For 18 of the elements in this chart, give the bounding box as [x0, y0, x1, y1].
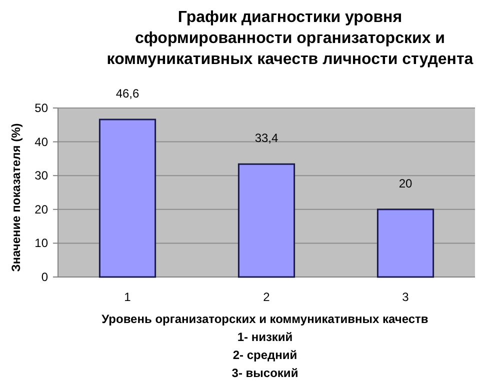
- bar: [98, 118, 156, 278]
- y-tick-label: 10: [34, 236, 48, 250]
- bar: [238, 163, 296, 278]
- y-tick-label: 30: [34, 168, 48, 183]
- chart-title: График диагностики уровня сформированности организаторских и коммуникативных качеств личности студента: [106, 9, 474, 68]
- data-label: 20: [398, 176, 412, 190]
- data-label: 33,4: [254, 131, 278, 146]
- x-tick-label: 1: [124, 290, 132, 304]
- y-tick-label: 50: [34, 101, 48, 115]
- y-tick-label: 40: [34, 134, 48, 149]
- x-tick-label: 2: [263, 290, 270, 304]
- x-axis-title: Уровень организаторских и коммуникативных качеств 1- низкий 2- средний 3- высокий: [102, 312, 428, 380]
- data-label: 46,6: [116, 86, 140, 100]
- y-axis-title: Значение показателя (%): [9, 123, 23, 272]
- bar: [376, 208, 434, 278]
- x-tick-label: 3: [402, 290, 410, 304]
- y-tick-label: 20: [34, 202, 48, 216]
- y-tick-label: 0: [41, 270, 48, 284]
